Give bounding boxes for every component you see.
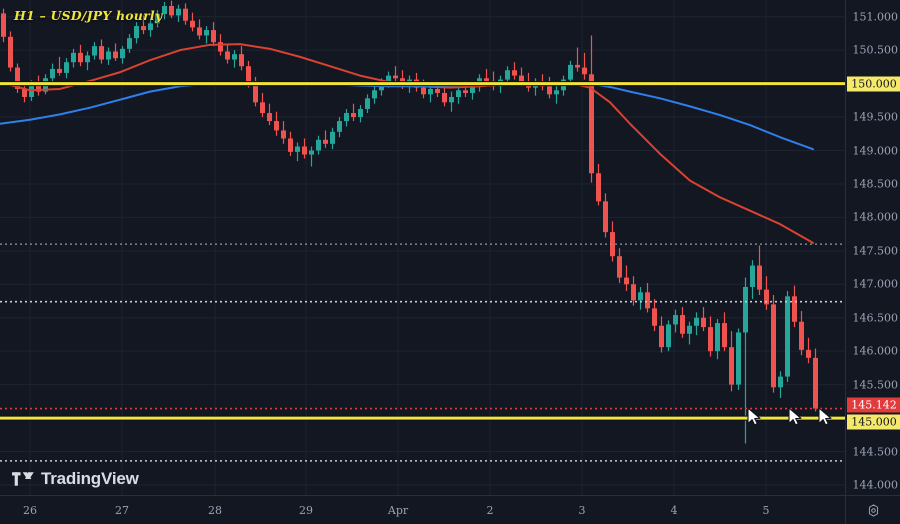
chart-settings-button[interactable]: [845, 495, 900, 524]
price-tick-label: 150.500: [852, 43, 899, 57]
price-badge-145-000[interactable]: 145.000: [847, 414, 900, 430]
price-tick-label: 149.000: [852, 144, 899, 157]
ma-line-slow: [0, 81, 814, 151]
time-axis[interactable]: 26 27 28 29 Apr 2 3 4 5: [0, 495, 900, 524]
price-badge-150-000[interactable]: 150.000: [847, 76, 900, 92]
price-tick-label: 148.000: [852, 210, 899, 224]
mouse-cursor-arrow-icon: [747, 407, 761, 426]
tradingview-logo-icon: [12, 472, 34, 486]
time-tick-label: 26: [23, 504, 37, 517]
mouse-cursor-arrow-icon: [818, 407, 832, 426]
price-tick-label: 147.000: [852, 277, 899, 291]
time-tick-label: 3: [578, 504, 586, 517]
price-tick-label: 148.500: [852, 177, 899, 191]
price-tick-label: 145.500: [852, 378, 899, 392]
price-axis[interactable]: 151.000 150.500 150.000 149.500 149.000 148.5…: [845, 0, 900, 495]
time-tick-label: 5: [762, 504, 770, 517]
chart-plot-area[interactable]: [0, 0, 845, 495]
time-tick-label: Apr: [387, 504, 409, 517]
time-tick-label: 28: [208, 504, 222, 517]
time-tick-label: 27: [115, 504, 129, 517]
price-tick-label: 147.500: [852, 244, 899, 258]
price-tick-label: 144.500: [852, 445, 899, 459]
chart-canvas: [0, 0, 845, 495]
time-tick-label: 4: [670, 504, 678, 517]
price-tick-label: 144.000: [852, 478, 899, 492]
cursor-annotations: [747, 407, 832, 426]
mouse-cursor-arrow-icon: [788, 407, 802, 426]
price-tick-label: 149.500: [852, 110, 899, 124]
price-tick-label: 146.000: [852, 344, 899, 358]
time-tick-label: 29: [299, 504, 313, 517]
price-tick-label: 146.500: [852, 311, 899, 325]
price-badge-145-142[interactable]: 145.142: [847, 397, 900, 413]
price-tick-label: 151.000: [852, 10, 899, 24]
chart-background: [0, 0, 845, 495]
tradingview-watermark: TradingView: [12, 469, 139, 489]
chart-title: H1 – USD/JPY hourly: [14, 8, 163, 23]
chart-settings-gear-icon: [868, 504, 879, 517]
time-tick-label: 2: [486, 504, 494, 517]
tradingview-wordmark: TradingView: [41, 469, 139, 488]
